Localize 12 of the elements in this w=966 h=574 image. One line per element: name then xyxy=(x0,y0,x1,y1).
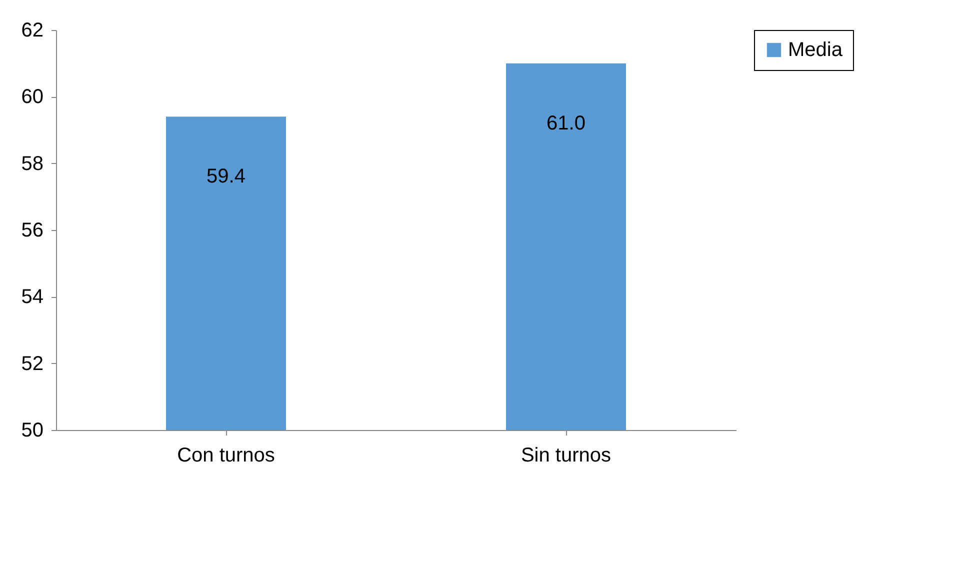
data-label: 61.0 xyxy=(546,112,586,134)
y-tick-label: 52 xyxy=(21,352,44,375)
y-tick-label: 58 xyxy=(21,152,44,175)
y-tick-label: 60 xyxy=(21,86,44,108)
y-tick-label: 56 xyxy=(21,220,44,242)
x-tick-label: Sin turnos xyxy=(520,444,612,466)
y-tick-label: 54 xyxy=(21,286,44,308)
legend-label: Media xyxy=(788,39,844,61)
data-label: 59.4 xyxy=(206,166,246,188)
x-tick-label: Con turnos xyxy=(177,444,275,466)
y-tick-label: 62 xyxy=(21,20,44,42)
y-tick-label: 50 xyxy=(21,420,44,442)
